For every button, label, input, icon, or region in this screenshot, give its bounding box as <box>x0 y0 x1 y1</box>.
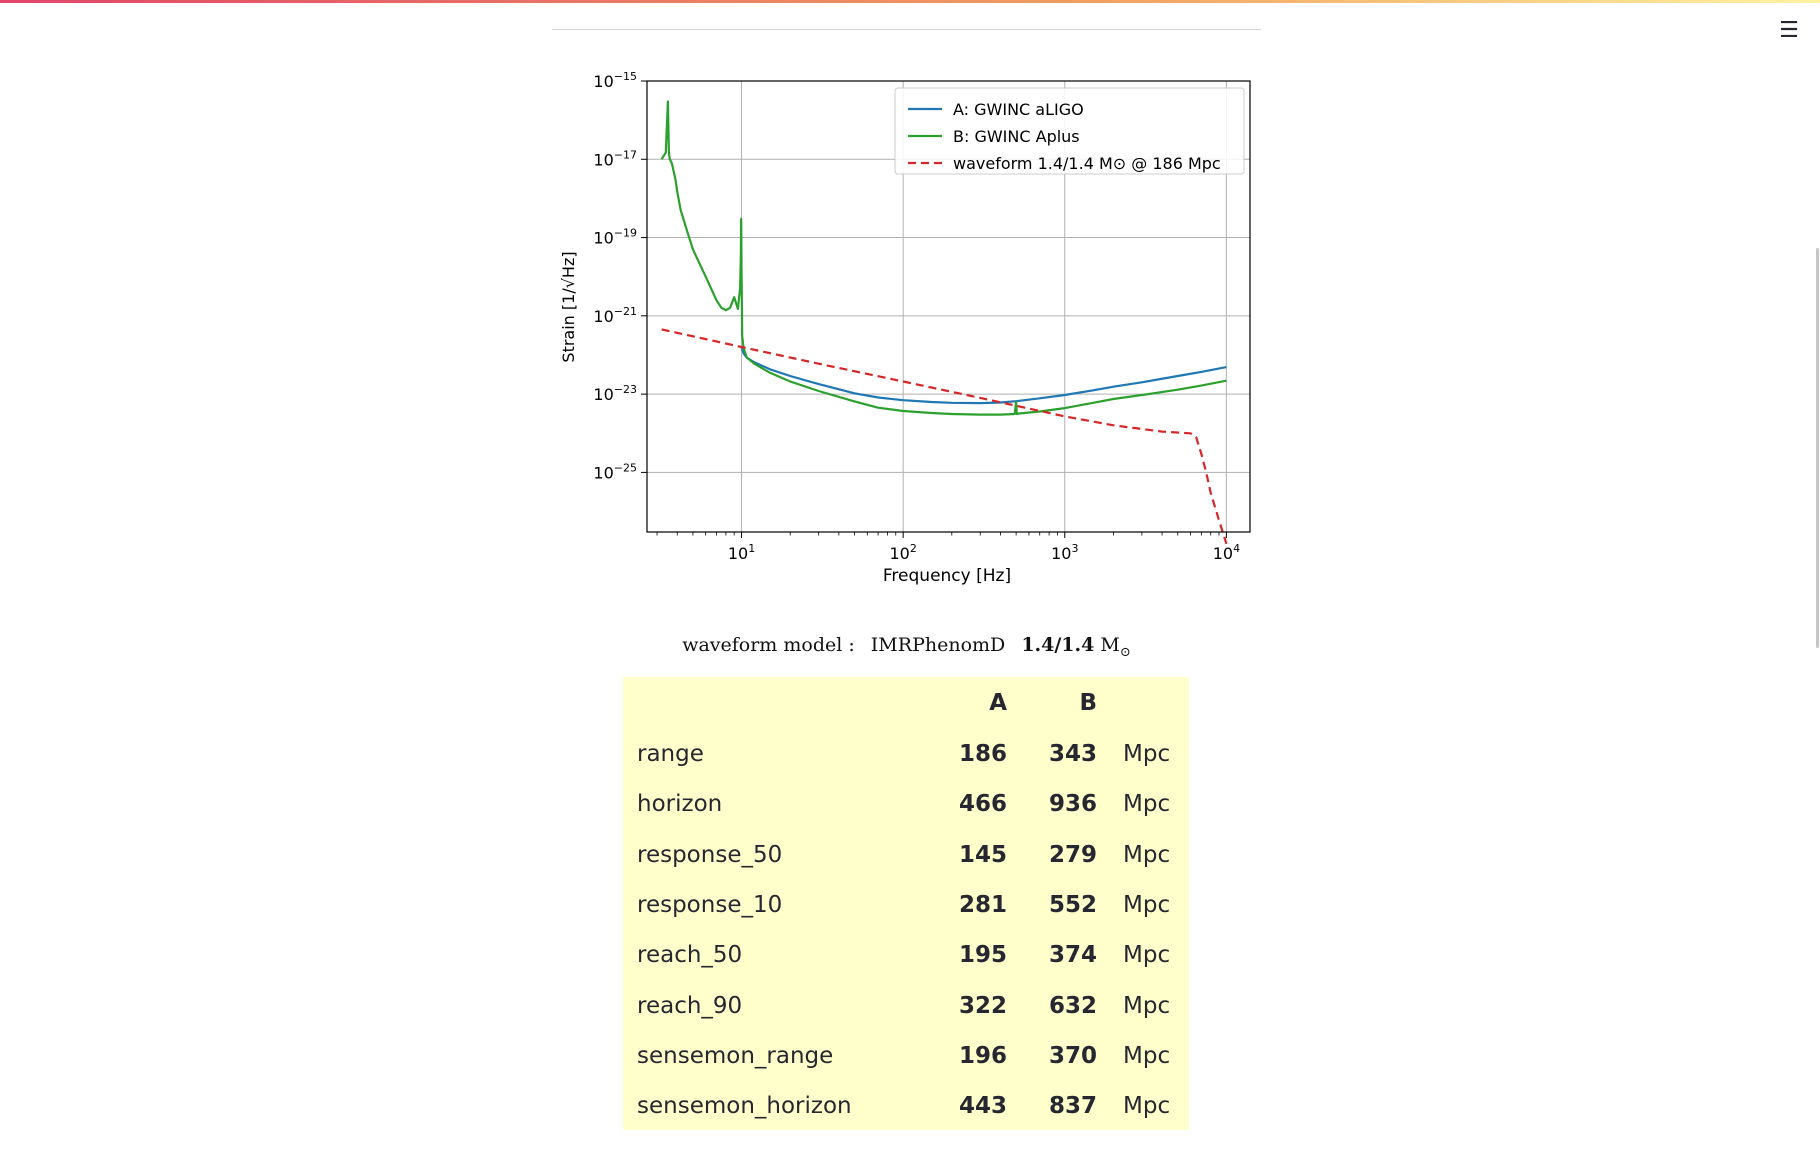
y-tick-label: 10−23 <box>593 383 637 404</box>
row-unit: Mpc <box>1123 841 1171 868</box>
y-tick-label: 10−21 <box>593 305 637 326</box>
divider <box>552 29 1261 30</box>
top-decoration-bar <box>0 0 1820 3</box>
row-value-a: 322 <box>958 992 1007 1019</box>
y-tick-label: 10−25 <box>593 461 637 482</box>
caption-unit: M <box>1100 634 1120 656</box>
caption-prefix: waveform model : <box>682 634 855 656</box>
x-tick-labels: 101 102 103 104 <box>728 542 1240 563</box>
y-axis-label: Strain [1/√Hz] <box>559 251 578 362</box>
row-name: response_50 <box>637 841 783 868</box>
caption-mass: 1.4/1.4 <box>1021 634 1095 656</box>
row-value-b: 279 <box>1048 841 1097 868</box>
caption-unit-sub: ⊙ <box>1119 644 1131 660</box>
main-menu-button[interactable]: ☰ <box>1771 16 1807 46</box>
row-value-b: 837 <box>1048 1093 1097 1120</box>
row-value-b: 936 <box>1048 791 1097 818</box>
row-value-a: 186 <box>958 741 1007 768</box>
legend-label: waveform 1.4/1.4 M⊙ @ 186 Mpc <box>953 154 1221 173</box>
row-name: response_10 <box>637 892 783 919</box>
strain-frequency-chart: 101 102 103 104 10−1510−1710−1910−2110−2310… <box>559 70 1251 586</box>
header-b: B <box>1079 690 1097 716</box>
plot-frame <box>646 80 1251 533</box>
row-name: range <box>637 741 704 768</box>
y-tick-label: 10−17 <box>593 148 637 169</box>
row-unit: Mpc <box>1123 1042 1171 1069</box>
y-tick-labels: 10−15 10−17 10−19 10−21 10−23 10−25 <box>593 70 637 482</box>
scrollbar-thumb[interactable] <box>1816 248 1819 648</box>
table-row: response_10 281 552 Mpc <box>623 880 1189 930</box>
row-value-b: 343 <box>1048 741 1097 768</box>
row-value-b: 632 <box>1048 992 1097 1019</box>
header-unit <box>1097 677 1189 729</box>
row-name: reach_50 <box>637 942 743 969</box>
x-axis-label: Frequency [Hz] <box>883 566 1011 586</box>
x-tick-label: 103 <box>1051 542 1078 563</box>
row-unit: Mpc <box>1123 741 1171 768</box>
row-name: horizon <box>637 791 723 818</box>
row-name: sensemon_range <box>637 1042 834 1069</box>
x-tick-label: 104 <box>1213 542 1240 563</box>
y-tick-label: 10−15 <box>593 70 637 91</box>
row-value-b: 370 <box>1048 1042 1097 1069</box>
row-value-a: 281 <box>958 892 1007 919</box>
legend-box <box>894 87 1245 175</box>
row-value-a: 196 <box>958 1042 1007 1069</box>
waveform-model-caption: waveform model : IMRPhenomD 1.4/1.4 M⊙ <box>552 634 1261 660</box>
row-value-a: 466 <box>958 791 1007 818</box>
metrics-table: A B range 186 343 Mpc horizon 466 936 Mp… <box>623 677 1189 1131</box>
row-value-b: 552 <box>1048 892 1097 919</box>
table-row: horizon 466 936 Mpc <box>623 779 1189 829</box>
row-unit: Mpc <box>1123 992 1171 1019</box>
series-layer <box>660 100 1228 545</box>
row-value-a: 195 <box>958 942 1007 969</box>
x-tick-label: 102 <box>889 542 916 563</box>
table-row: reach_50 195 374 Mpc <box>623 930 1189 980</box>
table-row: reach_90 322 632 Mpc <box>623 980 1189 1030</box>
chart-legend: A: GWINC aLIGO B: GWINC Aplus waveform 1.4… <box>894 87 1245 175</box>
caption-model: IMRPhenomD <box>870 634 1006 656</box>
row-unit: Mpc <box>1123 1093 1171 1120</box>
series-line-0 <box>740 346 1227 405</box>
minor-ticks <box>641 80 1227 538</box>
metrics-table-container: A B range 186 343 Mpc horizon 466 936 Mp… <box>623 677 1189 1130</box>
table-row: sensemon_horizon 443 837 Mpc <box>623 1081 1189 1131</box>
header-name <box>623 677 937 729</box>
row-value-a: 145 <box>958 841 1007 868</box>
series-line-2 <box>661 328 1228 545</box>
legend-label: B: GWINC Aplus <box>953 127 1080 146</box>
table-row: response_50 145 279 Mpc <box>623 830 1189 880</box>
hamburger-menu-icon: ☰ <box>1779 18 1799 43</box>
row-unit: Mpc <box>1123 942 1171 969</box>
row-name: sensemon_horizon <box>637 1093 852 1120</box>
table-row: sensemon_range 196 370 Mpc <box>623 1031 1189 1081</box>
row-unit: Mpc <box>1123 892 1171 919</box>
header-a: A <box>989 690 1007 716</box>
table-header-row: A B <box>623 677 1189 729</box>
y-tick-label: 10−19 <box>593 227 637 248</box>
table-row: range 186 343 Mpc <box>623 729 1189 779</box>
row-value-a: 443 <box>958 1093 1007 1120</box>
legend-label: A: GWINC aLIGO <box>953 100 1084 119</box>
x-tick-label: 101 <box>728 542 755 563</box>
row-name: reach_90 <box>637 992 743 1019</box>
row-unit: Mpc <box>1123 791 1171 818</box>
row-value-b: 374 <box>1048 942 1097 969</box>
